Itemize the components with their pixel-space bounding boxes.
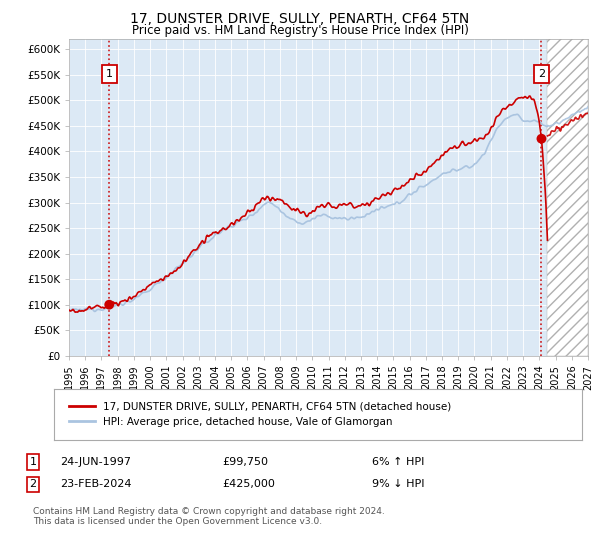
Point: [536, 134, 546, 143]
Text: 2: 2: [29, 479, 37, 489]
Bar: [547, 39, 588, 356]
Legend: 17, DUNSTER DRIVE, SULLY, PENARTH, CF64 5TN (detached house), HPI: Average price: 17, DUNSTER DRIVE, SULLY, PENARTH, CF64 …: [64, 398, 455, 431]
Text: £425,000: £425,000: [222, 479, 275, 489]
Text: 1: 1: [106, 69, 113, 79]
Point: [104, 300, 114, 309]
Text: 24-JUN-1997: 24-JUN-1997: [60, 457, 131, 467]
Text: 6% ↑ HPI: 6% ↑ HPI: [372, 457, 424, 467]
Text: Price paid vs. HM Land Registry's House Price Index (HPI): Price paid vs. HM Land Registry's House …: [131, 24, 469, 36]
Text: £99,750: £99,750: [222, 457, 268, 467]
Text: 9% ↓ HPI: 9% ↓ HPI: [372, 479, 425, 489]
Text: 2: 2: [538, 69, 545, 79]
Bar: [547, 39, 588, 356]
Text: 1: 1: [29, 457, 37, 467]
Text: 23-FEB-2024: 23-FEB-2024: [60, 479, 131, 489]
Text: Contains HM Land Registry data © Crown copyright and database right 2024.
This d: Contains HM Land Registry data © Crown c…: [33, 507, 385, 526]
Text: 17, DUNSTER DRIVE, SULLY, PENARTH, CF64 5TN: 17, DUNSTER DRIVE, SULLY, PENARTH, CF64 …: [130, 12, 470, 26]
